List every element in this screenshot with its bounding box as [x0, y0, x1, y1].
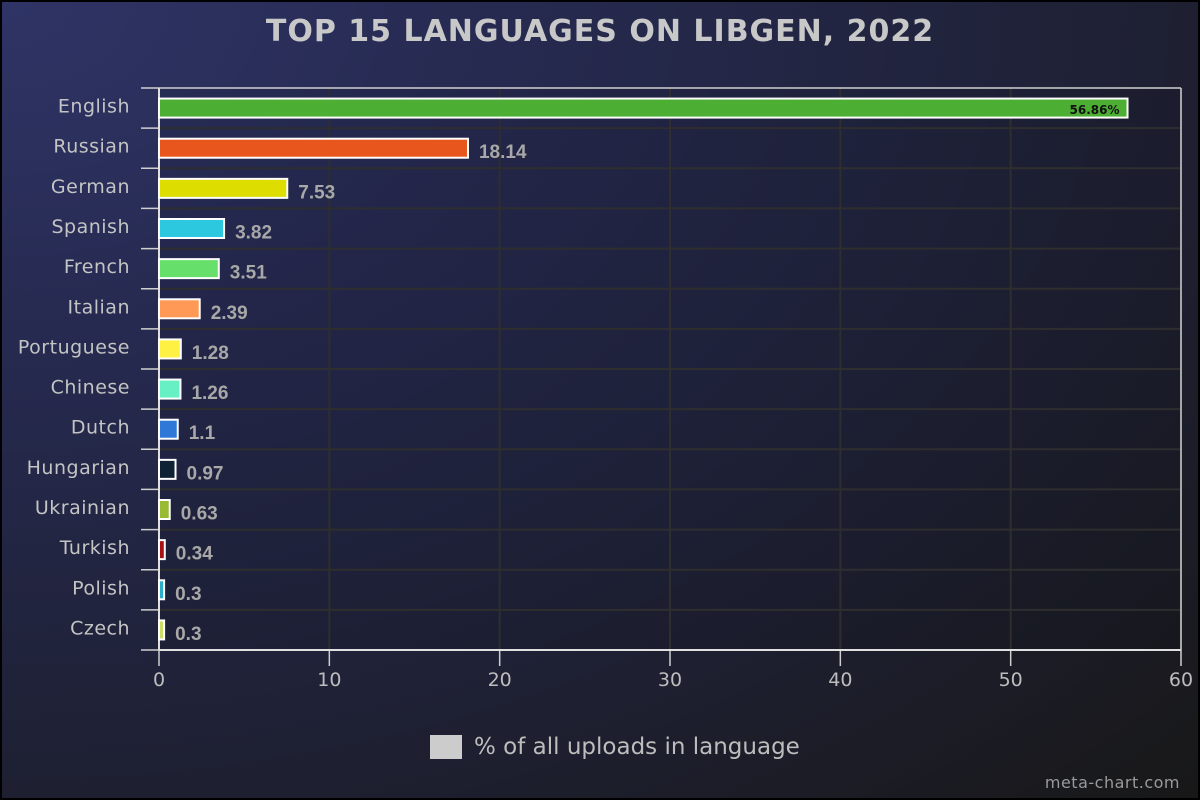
bar: [158, 619, 166, 641]
data-label: 1.1: [189, 423, 216, 444]
data-label: 7.53: [298, 182, 335, 203]
category-label: Czech: [70, 617, 130, 639]
bar: [158, 418, 179, 440]
legend-swatch: [430, 735, 462, 759]
bar: [158, 137, 469, 159]
bar: [158, 218, 226, 239]
x-tick-label: 20: [488, 669, 512, 691]
data-label: 1.28: [192, 343, 229, 364]
bar: [158, 298, 201, 320]
x-tick-label: 0: [153, 669, 165, 691]
data-label: 2.39: [211, 303, 248, 324]
bar: [158, 579, 166, 601]
bar: [158, 499, 171, 520]
x-tick-label: 50: [999, 669, 1023, 691]
bar: [158, 338, 182, 360]
data-label: 0.63: [181, 504, 218, 525]
data-label: 0.97: [187, 463, 224, 484]
category-label: Chinese: [51, 377, 130, 399]
data-label: 56.86%: [1070, 103, 1120, 117]
category-label: Portuguese: [18, 336, 130, 358]
credit-text: meta-chart.com: [1044, 773, 1180, 792]
category-label: French: [64, 256, 130, 278]
legend[interactable]: % of all uploads in language: [430, 733, 800, 761]
bar: [158, 258, 220, 280]
category-label: Turkish: [59, 537, 130, 559]
data-label: 3.82: [235, 223, 272, 244]
chart-title: TOP 15 LANGUAGES ON LIBGEN, 2022: [265, 14, 935, 49]
x-tick-label: 40: [828, 669, 852, 691]
x-tick-label: 60: [1169, 669, 1193, 691]
category-label: Polish: [72, 577, 130, 599]
category-label: Ukrainian: [35, 497, 130, 519]
data-label: 0.34: [176, 544, 213, 565]
x-tick-label: 30: [658, 669, 682, 691]
bar: [158, 458, 177, 480]
bar: [158, 97, 1129, 119]
legend-label: % of all uploads in language: [474, 734, 800, 760]
data-label: 1.26: [191, 383, 228, 404]
data-label: 18.14: [479, 142, 527, 163]
category-label: Spanish: [51, 216, 130, 238]
category-label: Russian: [53, 136, 130, 158]
category-label: Dutch: [71, 417, 130, 439]
bar: [158, 177, 289, 199]
category-label: Hungarian: [27, 457, 130, 479]
category-label: English: [58, 96, 130, 118]
category-label: German: [51, 176, 130, 198]
category-label: Italian: [68, 296, 130, 318]
data-label: 3.51: [230, 263, 267, 284]
bar: [158, 539, 166, 561]
bar: [158, 378, 182, 400]
data-label: 0.3: [175, 624, 201, 645]
data-label: 0.3: [175, 584, 201, 605]
x-tick-label: 10: [317, 669, 341, 691]
